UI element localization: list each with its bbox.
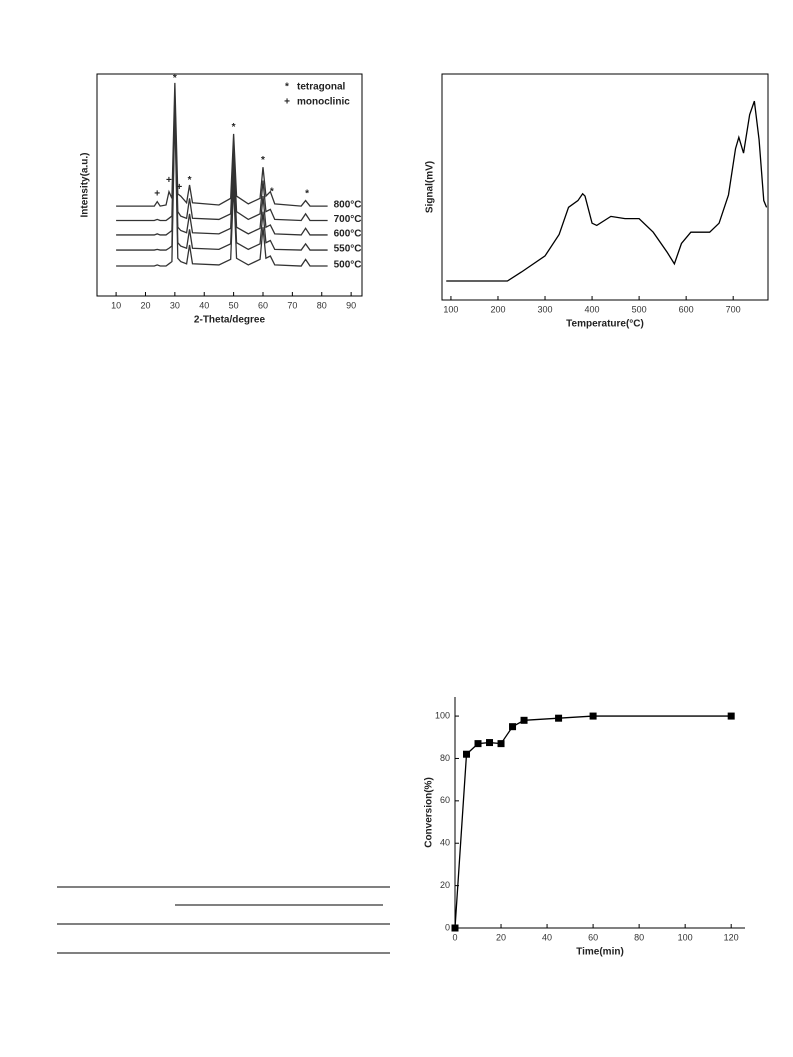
data-line [454, 715, 732, 929]
peak-marker: * [232, 122, 236, 133]
x-axis-title: Temperature(°C) [566, 319, 644, 330]
legend-label: tetragonal [297, 82, 346, 93]
data-point [509, 723, 517, 731]
peak-marker: * [173, 73, 177, 84]
y-tick-label: 20 [440, 880, 450, 890]
x-tick-label: 90 [346, 300, 356, 310]
peak-marker: + [154, 189, 160, 200]
legend-symbol: + [284, 97, 290, 108]
x-tick-label: 500 [632, 304, 647, 314]
data-point [451, 924, 459, 932]
peak-marker: + [166, 175, 172, 186]
x-tick-label: 200 [490, 304, 505, 314]
plot-frame [441, 73, 769, 301]
data-line [116, 100, 328, 236]
data-point [520, 716, 528, 724]
x-tick-label: 120 [724, 932, 739, 942]
x-tick-label: 40 [542, 932, 552, 942]
x-tick-label: 300 [538, 304, 553, 314]
data-line [446, 100, 768, 282]
x-tick-label: 40 [199, 300, 209, 310]
plot-frame [96, 73, 363, 297]
data-line [116, 96, 328, 222]
x-tick-label: 0 [452, 932, 457, 942]
y-tick-label: 100 [435, 710, 450, 720]
data-line [116, 105, 328, 251]
legend-symbol: * [285, 82, 289, 93]
legend-label: monoclinic [297, 97, 350, 108]
y-tick-label: 60 [440, 795, 450, 805]
x-tick-label: 10 [111, 300, 121, 310]
x-tick-label: 50 [229, 300, 239, 310]
y-axis-title: Intensity(a.u.) [80, 152, 91, 217]
x-tick-label: 80 [317, 300, 327, 310]
peak-marker: + [176, 182, 182, 193]
data-point [486, 739, 494, 747]
x-tick-label: 60 [588, 932, 598, 942]
x-tick-label: 60 [258, 300, 268, 310]
x-tick-label: 700 [726, 304, 741, 314]
series-label: 600°C [334, 229, 362, 240]
data-line [116, 109, 328, 267]
x-axis-title: Time(min) [576, 947, 624, 958]
x-tick-label: 100 [443, 304, 458, 314]
data-point [474, 740, 482, 748]
x-tick-label: 20 [496, 932, 506, 942]
x-tick-label: 70 [287, 300, 297, 310]
series-label: 800°C [334, 200, 362, 211]
y-tick-label: 0 [445, 922, 450, 932]
y-axis-title: Conversion(%) [424, 777, 435, 848]
series-label: 500°C [334, 260, 362, 271]
y-tick-label: 40 [440, 838, 450, 848]
peak-marker: * [188, 175, 192, 186]
y-tick-label: 80 [440, 753, 450, 763]
peak-marker: * [270, 186, 274, 197]
x-tick-label: 600 [679, 304, 694, 314]
x-tick-label: 80 [634, 932, 644, 942]
data-point [555, 714, 563, 722]
peak-marker: * [305, 189, 309, 200]
data-point [727, 712, 735, 720]
series-label: 700°C [334, 214, 362, 225]
series-label: 550°C [334, 244, 362, 255]
table-rules [57, 886, 390, 954]
data-point [497, 740, 505, 748]
data-line [116, 82, 328, 207]
x-tick-label: 20 [140, 300, 150, 310]
x-axis-title: 2-Theta/degree [194, 315, 266, 326]
x-tick-label: 100 [678, 932, 693, 942]
peak-marker: * [261, 155, 265, 166]
data-point [463, 750, 471, 758]
data-point [589, 712, 597, 720]
x-tick-label: 30 [170, 300, 180, 310]
y-axis-title: Signal(mV) [425, 161, 436, 213]
x-tick-label: 400 [585, 304, 600, 314]
